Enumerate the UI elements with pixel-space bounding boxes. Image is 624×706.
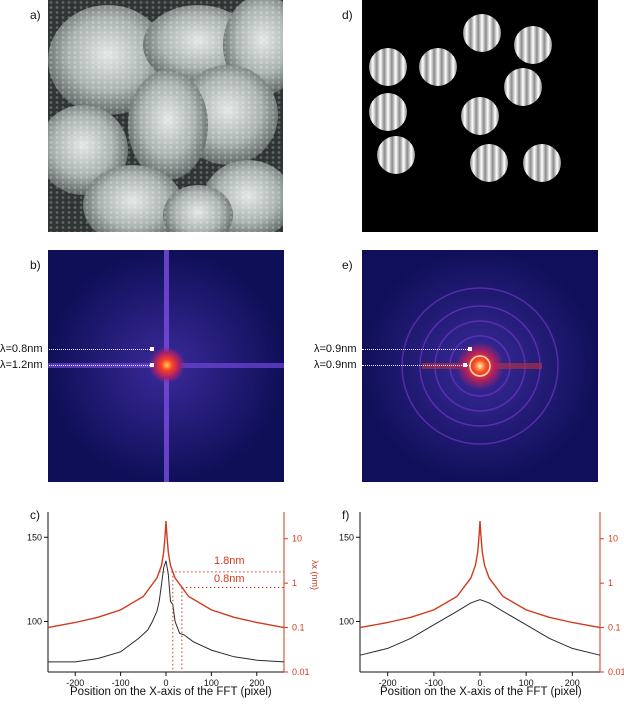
chart-f-rtick-label: 1: [608, 578, 613, 588]
fft-spot-b1: [150, 347, 154, 351]
chart-c-intensity-line: [48, 560, 285, 663]
fft-spot-e2: [463, 363, 467, 367]
stm-image-a: [48, 0, 283, 232]
chart-f-ytick-label: 100: [339, 616, 354, 626]
fft-image-b: [48, 250, 284, 482]
chart-c-xlabel: Position on the X-axis of the FFT (pixel…: [70, 686, 272, 698]
chart-c-xtick-label: 200: [249, 678, 264, 688]
panel-f-label: f): [342, 508, 350, 522]
chart-c-ytick-label: 150: [27, 532, 42, 542]
chart-c-rtick-label: 0.01: [292, 667, 310, 677]
guide-line-b1: [46, 349, 152, 350]
chart-f-xtick-label: 0: [477, 678, 482, 688]
panel-d-label: d): [342, 8, 353, 22]
guide-line-e2: [362, 365, 470, 366]
guide-line-e1: [362, 349, 470, 350]
chart-f-rtick-label: 0.01: [608, 667, 624, 677]
guide-line-b2: [46, 365, 152, 366]
chart-c-ytick-label: 100: [27, 616, 42, 626]
chart-f-intensity-line: [359, 599, 601, 656]
chart-c-xtick-label: -200: [66, 678, 84, 688]
panel-a-label: a): [30, 8, 41, 22]
panel-c-label: c): [30, 508, 40, 522]
chart-f-xtick-label: -100: [425, 678, 443, 688]
period-label-2: 0.8nm: [214, 573, 245, 585]
lambda-label-e1: λ=0.9nm: [314, 343, 357, 355]
chart-c-right-ylabel: λx (nm): [310, 560, 320, 590]
chart-f-xlabel: Position on the X-axis of the FFT (pixel…: [380, 686, 582, 698]
chart-c-xtick-label: 0: [163, 678, 168, 688]
chart-c-rtick-label: 10: [292, 534, 302, 544]
fft-spot-e1: [468, 347, 472, 351]
chart-f-xtick-label: 100: [519, 678, 534, 688]
lambda-label-b2: λ=1.2nm: [0, 359, 43, 371]
fft-spot-b2: [150, 363, 154, 367]
fft-image-e: [362, 250, 598, 482]
panel-e-label: e): [342, 258, 353, 272]
simulated-image-d: [362, 0, 598, 232]
chart-c-rtick-label: 0.1: [292, 623, 305, 633]
lambda-label-e2: λ=0.9nm: [314, 359, 357, 371]
chart-f-rtick-label: 10: [608, 534, 618, 544]
chart-c-xtick-label: -100: [112, 678, 130, 688]
chart-f-lambda-line: [359, 521, 601, 629]
chart-c-rtick-label: 1: [292, 578, 297, 588]
chart-f-ytick-label: 150: [339, 532, 354, 542]
panel-b-label: b): [30, 258, 41, 272]
chart-f-rtick-label: 0.1: [608, 623, 621, 633]
chart-f-xtick-label: 200: [565, 678, 580, 688]
lambda-label-b1: λ=0.8nm: [0, 343, 43, 355]
chart-c-xtick-label: 100: [204, 678, 219, 688]
chart-f-xtick-label: -200: [379, 678, 397, 688]
period-label-1: 1.8nm: [214, 555, 245, 567]
chart-c-lambda-line: [47, 521, 285, 629]
